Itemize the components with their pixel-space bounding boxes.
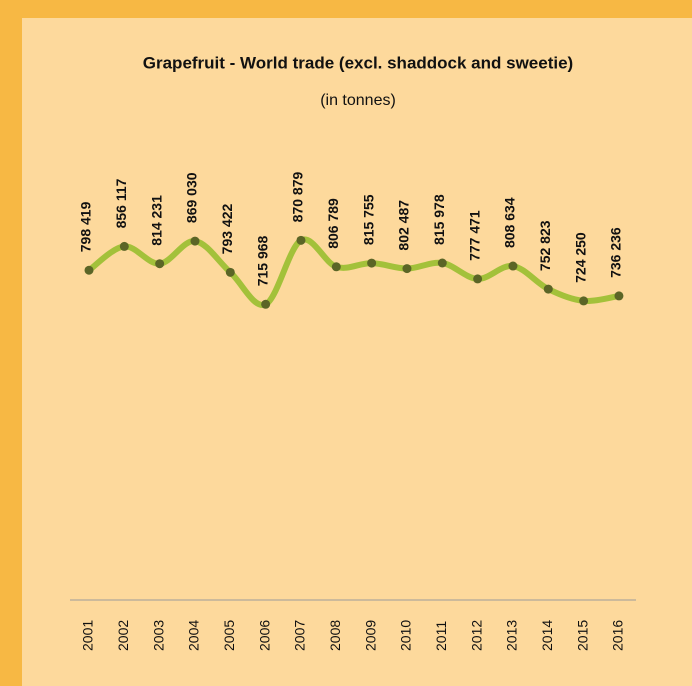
- data-point: [296, 235, 306, 245]
- x-tick-label: 2011: [433, 621, 449, 651]
- x-tick-label: 2006: [256, 620, 272, 651]
- data-label: 736 236: [608, 227, 624, 278]
- data-point: [402, 264, 412, 274]
- series-line: [86, 236, 622, 308]
- x-tick-label: 2007: [292, 620, 308, 651]
- data-label: 815 978: [431, 194, 447, 245]
- x-tick-label: 2015: [574, 620, 590, 651]
- x-tick-label: 2014: [539, 620, 555, 651]
- data-label: 814 231: [148, 195, 164, 246]
- data-label: 869 030: [184, 172, 200, 223]
- chart-title: Grapefruit - World trade (excl. shaddock…: [143, 53, 573, 72]
- data-label: 856 117: [113, 178, 129, 228]
- x-tick-label: 2010: [398, 620, 414, 651]
- x-tick-label: 2003: [150, 620, 166, 651]
- data-label: 724 250: [572, 232, 588, 283]
- x-tick-label: 2013: [504, 620, 520, 651]
- data-point: [119, 241, 129, 251]
- data-point: [331, 262, 341, 272]
- data-point: [84, 265, 94, 275]
- data-point: [367, 258, 377, 268]
- data-point: [614, 291, 624, 301]
- data-label: 752 823: [537, 220, 553, 271]
- data-label: 793 422: [219, 203, 235, 254]
- x-tick-label: 2009: [362, 620, 378, 651]
- data-label: 715 968: [254, 235, 270, 286]
- x-tick-label: 2008: [327, 620, 343, 651]
- data-point: [155, 259, 165, 269]
- data-point: [437, 258, 447, 268]
- data-label: 806 789: [325, 198, 341, 249]
- x-tick-label: 2001: [80, 620, 96, 651]
- data-point: [508, 261, 518, 271]
- data-point: [579, 296, 589, 306]
- panel: [22, 18, 692, 686]
- x-tick-label: 2002: [115, 620, 131, 651]
- data-label: 870 879: [290, 172, 306, 223]
- x-tick-label: 2004: [186, 620, 202, 651]
- data-label: 802 487: [396, 200, 412, 251]
- x-tick-label: 2016: [610, 620, 626, 651]
- data-label: 777 471: [466, 210, 482, 261]
- data-label: 808 634: [502, 197, 518, 248]
- x-tick-label: 2012: [468, 620, 484, 651]
- data-label: 798 419: [78, 201, 94, 252]
- data-point: [261, 299, 271, 309]
- data-point: [473, 274, 483, 284]
- data-point: [543, 284, 553, 294]
- data-point: [225, 267, 235, 277]
- x-tick-label: 2005: [221, 620, 237, 651]
- data-point: [190, 236, 200, 246]
- chart-subtitle: (in tonnes): [320, 92, 396, 109]
- data-label: 815 755: [360, 194, 376, 245]
